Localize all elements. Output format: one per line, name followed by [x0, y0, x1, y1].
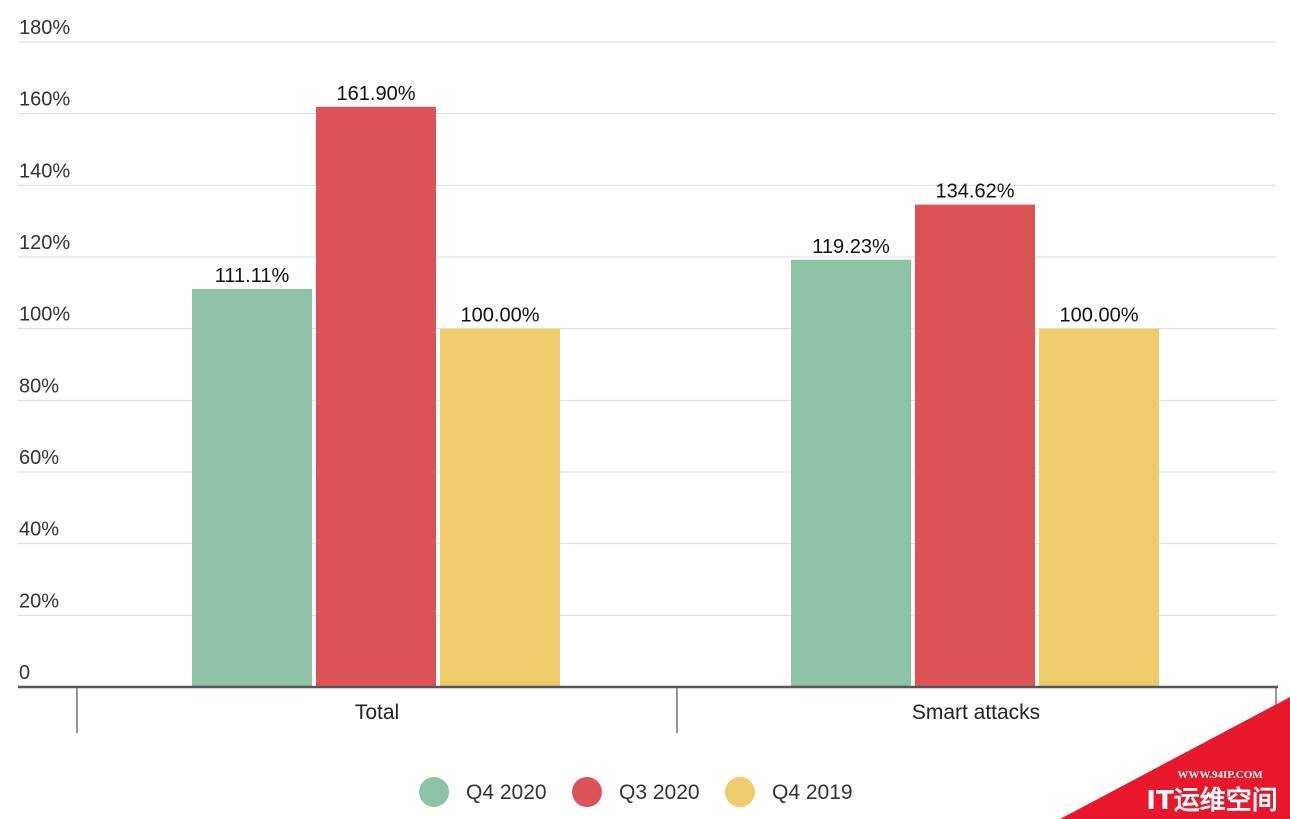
- y-tick-label: 120%: [19, 232, 70, 254]
- data-labels: 111.11% 161.90% 100.00% 119.23% 134.62% 100.0…: [215, 83, 1139, 327]
- x-axis: Total Smart attacks: [18, 685, 1278, 733]
- watermark: WWW.94IP.COM IT运维空间: [1060, 697, 1290, 819]
- y-tick-label: 0: [19, 662, 30, 684]
- data-label: 119.23%: [812, 236, 890, 258]
- y-tick-label: 80%: [19, 375, 59, 397]
- bar: [440, 328, 560, 687]
- y-tick-label: 40%: [19, 519, 59, 541]
- y-tick-label: 20%: [19, 590, 59, 612]
- y-tick-label: 180%: [19, 17, 70, 39]
- legend-label: Q4 2019: [772, 781, 853, 804]
- data-label: 100.00%: [461, 305, 540, 327]
- legend-swatch: [725, 777, 755, 807]
- y-tick-label: 100%: [19, 304, 70, 326]
- category-label: Total: [355, 701, 399, 724]
- y-tick-label: 160%: [19, 89, 70, 111]
- legend-swatch: [572, 777, 602, 807]
- watermark-url: WWW.94IP.COM: [1177, 769, 1263, 781]
- legend-label: Q4 2020: [466, 781, 547, 804]
- bar: [915, 204, 1035, 687]
- bars: [192, 106, 1159, 687]
- y-tick-label: 140%: [19, 160, 70, 182]
- legend: Q4 2020 Q3 2020 Q4 2019: [419, 777, 853, 807]
- legend-label: Q3 2020: [619, 781, 700, 804]
- bar: [791, 259, 911, 687]
- bar: [316, 106, 436, 687]
- y-axis-ticks: 0 20% 40% 60% 80% 100% 120% 140% 160% 180%: [19, 17, 70, 684]
- y-tick-label: 60%: [19, 447, 59, 469]
- data-label: 111.11%: [215, 265, 290, 287]
- bar: [192, 288, 312, 687]
- legend-swatch: [419, 777, 449, 807]
- data-label: 100.00%: [1060, 305, 1139, 327]
- bar: [1039, 328, 1159, 687]
- category-label: Smart attacks: [912, 701, 1040, 724]
- data-label: 161.90%: [337, 83, 416, 105]
- watermark-name: IT运维空间: [1146, 785, 1277, 816]
- data-label: 134.62%: [936, 181, 1015, 203]
- watermark-triangle: [1060, 697, 1290, 819]
